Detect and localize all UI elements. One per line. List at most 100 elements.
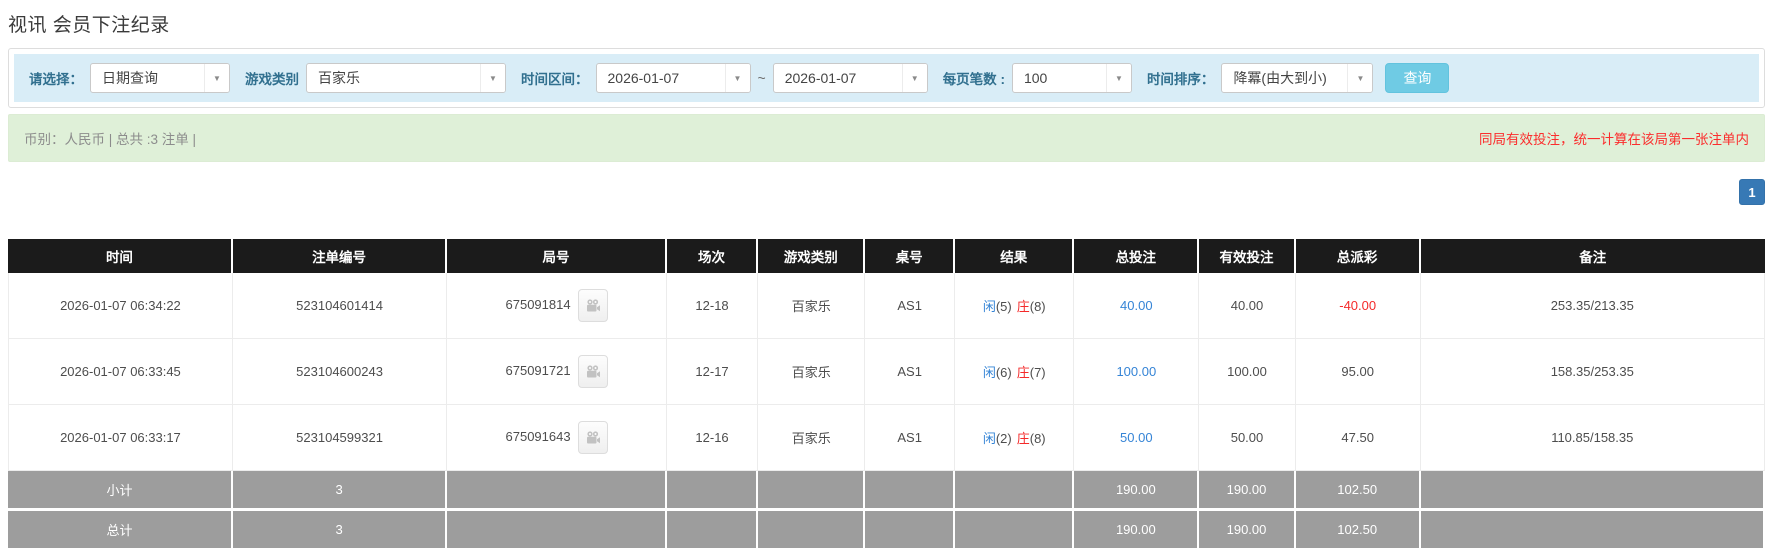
- col-total-bet: 总投注: [1074, 239, 1200, 273]
- chevron-down-icon: ▼: [1105, 64, 1131, 92]
- banker-result-label: 庄: [1016, 365, 1030, 380]
- time-cell: 2026-01-07 06:33:45: [8, 339, 233, 405]
- subtotal-payout: 102.50: [1295, 471, 1421, 511]
- col-bet-id: 注单编号: [232, 239, 448, 273]
- game-type-cell: 百家乐: [758, 405, 866, 471]
- page-size-label: 每页笔数 :: [942, 72, 1005, 87]
- session-cell: 12-16: [666, 405, 759, 471]
- sort-order-select[interactable]: 降冪(由大到小) ▼: [1221, 63, 1374, 93]
- col-remark: 备注: [1420, 239, 1765, 273]
- total-bet-link[interactable]: 40.00: [1120, 298, 1153, 313]
- bet-id-cell: 523104599321: [232, 405, 448, 471]
- page: 视讯 会员下注纪录 请选择： 日期查询 ▼ 游戏类别 百家乐 ▼ 时间区间： 2…: [0, 10, 1773, 551]
- grand-total-valid-bet: 190.00: [1199, 511, 1296, 551]
- remark-cell: 253.35/213.35: [1420, 273, 1765, 339]
- game-type-cell: 百家乐: [758, 339, 866, 405]
- grand-total-count: 3: [232, 511, 448, 551]
- grand-total-total-bet: 190.00: [1074, 511, 1200, 551]
- banker-result-label: 庄: [1016, 431, 1030, 446]
- range-separator: ~: [757, 70, 766, 86]
- round-id: 675091814: [505, 296, 571, 312]
- col-table-no: 桌号: [865, 239, 955, 273]
- subtotal-label: 小计: [8, 471, 233, 511]
- col-round-id: 局号: [447, 239, 667, 273]
- table-header-row: 时间 注单编号 局号 场次 游戏类别 桌号 结果 总投注 有效投注 总派彩 备注: [8, 239, 1765, 273]
- video-replay-button[interactable]: [577, 355, 608, 388]
- video-icon: [586, 298, 600, 311]
- round-id-cell: 675091721: [447, 339, 667, 405]
- grand-total-label: 总计: [8, 511, 233, 551]
- payout-value: -40.00: [1339, 298, 1377, 313]
- valid-bet-cell: 40.00: [1199, 273, 1296, 339]
- total-bet-link[interactable]: 50.00: [1120, 430, 1153, 445]
- bet-records-table: 时间 注单编号 局号 场次 游戏类别 桌号 结果 总投注 有效投注 总派彩 备注…: [8, 239, 1765, 551]
- date-to-value: 2026-01-07: [784, 70, 857, 86]
- time-cell: 2026-01-07 06:34:22: [8, 273, 233, 339]
- time-cell: 2026-01-07 06:33:17: [8, 405, 233, 471]
- table-row: 2026-01-07 06:33:17 523104599321 6750916…: [8, 405, 1765, 471]
- query-type-select[interactable]: 日期查询 ▼: [90, 63, 230, 93]
- player-result-label: 闲: [982, 365, 996, 380]
- table-no-cell: AS1: [865, 405, 955, 471]
- total-bet-cell: 40.00: [1074, 273, 1200, 339]
- total-bet-link[interactable]: 100.00: [1116, 364, 1157, 379]
- round-id: 675091643: [505, 428, 571, 444]
- payout-cell: -40.00: [1295, 273, 1421, 339]
- grand-total-payout: 102.50: [1295, 511, 1421, 551]
- col-payout: 总派彩: [1295, 239, 1421, 273]
- col-time: 时间: [8, 239, 233, 273]
- total-bet-cell: 50.00: [1074, 405, 1200, 471]
- col-session: 场次: [666, 239, 759, 273]
- col-result: 结果: [954, 239, 1075, 273]
- round-id: 675091721: [505, 362, 571, 378]
- search-button[interactable]: 查询: [1385, 63, 1450, 93]
- page-size-select[interactable]: 100 ▼: [1011, 63, 1132, 93]
- subtotal-row: 小计 3 190.00 190.00 102.50: [8, 471, 1765, 511]
- video-icon: [586, 430, 600, 443]
- grand-total-row: 总计 3 190.00 190.00 102.50: [8, 511, 1765, 551]
- page-title: 视讯 会员下注纪录: [8, 15, 170, 36]
- subtotal-valid-bet: 190.00: [1199, 471, 1296, 511]
- game-type-cell: 百家乐: [758, 273, 866, 339]
- chevron-down-icon: ▼: [480, 64, 505, 92]
- session-cell: 12-17: [666, 339, 759, 405]
- chevron-down-icon: ▼: [901, 64, 927, 92]
- player-score: (5): [995, 299, 1012, 314]
- date-from-select[interactable]: 2026-01-07 ▼: [595, 63, 751, 93]
- query-type-value: 日期查询: [102, 70, 158, 86]
- sort-order-value: 降冪(由大到小): [1233, 70, 1327, 86]
- player-result-label: 闲: [982, 431, 996, 446]
- result-cell: 闲(5) 庄(8): [954, 273, 1075, 339]
- bet-id-cell: 523104601414: [232, 273, 448, 339]
- valid-bet-cell: 50.00: [1199, 405, 1296, 471]
- round-id-cell: 675091643: [447, 405, 667, 471]
- banker-result-label: 庄: [1016, 299, 1030, 314]
- video-replay-button[interactable]: [577, 421, 608, 454]
- bet-id-cell: 523104600243: [232, 339, 448, 405]
- player-result-label: 闲: [982, 299, 996, 314]
- game-type-value: 百家乐: [318, 70, 360, 86]
- col-valid-bet: 有效投注: [1199, 239, 1296, 273]
- payout-cell: 47.50: [1295, 405, 1421, 471]
- banker-score: (7): [1029, 365, 1046, 380]
- remark-cell: 110.85/158.35: [1420, 405, 1765, 471]
- notice-text: 同局有效投注，统一计算在该局第一张注单内: [1479, 132, 1749, 147]
- video-replay-button[interactable]: [577, 289, 608, 322]
- game-type-select[interactable]: 百家乐 ▼: [306, 63, 506, 93]
- filter-bar: 请选择： 日期查询 ▼ 游戏类别 百家乐 ▼ 时间区间： 2026-01-07 …: [14, 54, 1759, 102]
- table-no-cell: AS1: [865, 273, 955, 339]
- query-type-label: 请选择：: [29, 72, 83, 87]
- total-bet-cell: 100.00: [1074, 339, 1200, 405]
- table-no-cell: AS1: [865, 339, 955, 405]
- filter-panel: 请选择： 日期查询 ▼ 游戏类别 百家乐 ▼ 时间区间： 2026-01-07 …: [8, 48, 1765, 108]
- summary-bar: 币别：人民币 | 总共 :3 注单 | 同局有效投注，统一计算在该局第一张注单内: [8, 114, 1765, 162]
- col-game-type: 游戏类别: [758, 239, 866, 273]
- player-score: (2): [995, 431, 1012, 446]
- currency-summary-text: 币别：人民币 | 总共 :3 注单 |: [24, 132, 197, 147]
- banker-score: (8): [1029, 299, 1046, 314]
- chevron-down-icon: ▼: [1347, 64, 1373, 92]
- page-1-button[interactable]: 1: [1739, 179, 1765, 205]
- date-to-select[interactable]: 2026-01-07 ▼: [772, 63, 928, 93]
- subtotal-total-bet: 190.00: [1074, 471, 1200, 511]
- result-cell: 闲(6) 庄(7): [954, 339, 1075, 405]
